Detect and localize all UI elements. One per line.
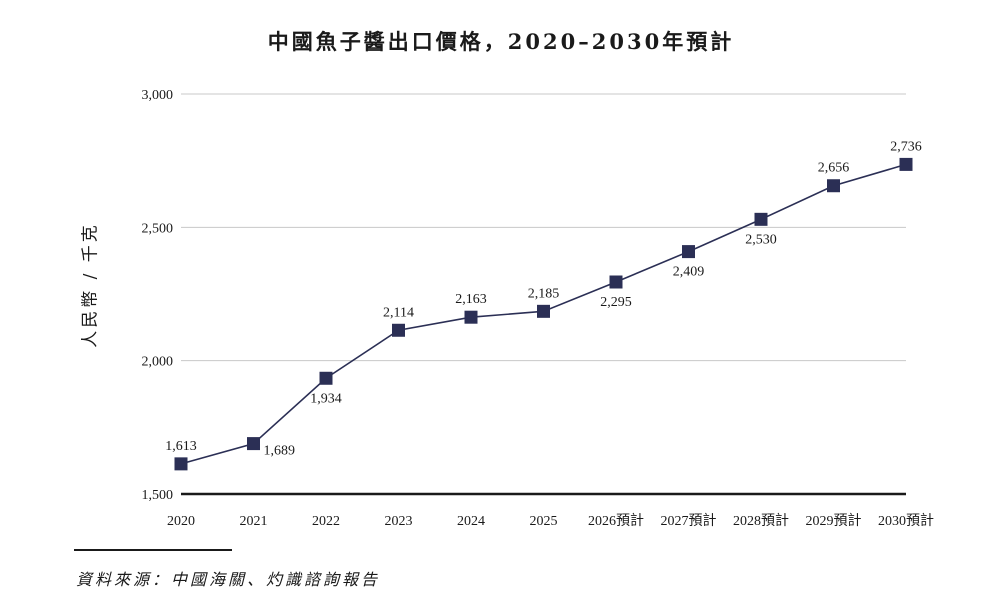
x-tick-label: 2027預計	[661, 513, 717, 529]
data-label: 1,689	[264, 444, 296, 459]
x-tick-label: 2026預計	[588, 513, 644, 529]
y-tick-label: 1,500	[142, 488, 174, 503]
x-tick-label: 2022	[312, 514, 340, 529]
data-point-marker	[464, 310, 478, 324]
x-tick-label: 2024	[457, 514, 485, 529]
y-tick-label: 2,500	[142, 221, 174, 236]
chart-title: 中國魚子醬出口價格，2020–2030年預計	[267, 29, 735, 54]
data-point-marker	[174, 457, 188, 471]
data-point-marker	[247, 437, 260, 451]
x-tick-label: 2021	[240, 514, 268, 529]
data-point-marker	[899, 157, 913, 171]
data-point-marker	[827, 179, 840, 193]
data-label: 2,736	[890, 139, 922, 154]
data-label: 2,163	[455, 292, 487, 307]
data-point-marker	[319, 371, 333, 385]
y-tick-label: 2,000	[142, 355, 174, 370]
data-label: 2,114	[383, 305, 414, 320]
data-label: 2,530	[745, 232, 777, 247]
data-label: 2,185	[528, 286, 560, 301]
data-point-marker	[754, 212, 768, 226]
x-tick-label: 2023	[385, 514, 413, 529]
data-point-marker	[609, 275, 623, 289]
x-tick-label: 2025	[530, 514, 558, 529]
source-note: 資料來源：中國海關、灼識諮詢報告	[76, 570, 381, 589]
data-label: 1,934	[310, 391, 342, 406]
data-point-marker	[682, 245, 695, 259]
x-tick-label: 2020	[167, 514, 195, 529]
data-label: 2,409	[673, 265, 705, 280]
data-point-marker	[392, 323, 405, 337]
x-tick-label: 2029預計	[806, 513, 862, 529]
data-label: 2,656	[818, 161, 850, 176]
data-point-marker	[537, 304, 550, 318]
x-tick-label: 2028預計	[733, 513, 789, 529]
x-tick-label: 2030預計	[878, 513, 934, 529]
footer-rule	[74, 549, 232, 551]
y-tick-label: 3,000	[142, 88, 174, 103]
data-label: 2,295	[600, 295, 632, 310]
data-label: 1,613	[165, 439, 197, 454]
